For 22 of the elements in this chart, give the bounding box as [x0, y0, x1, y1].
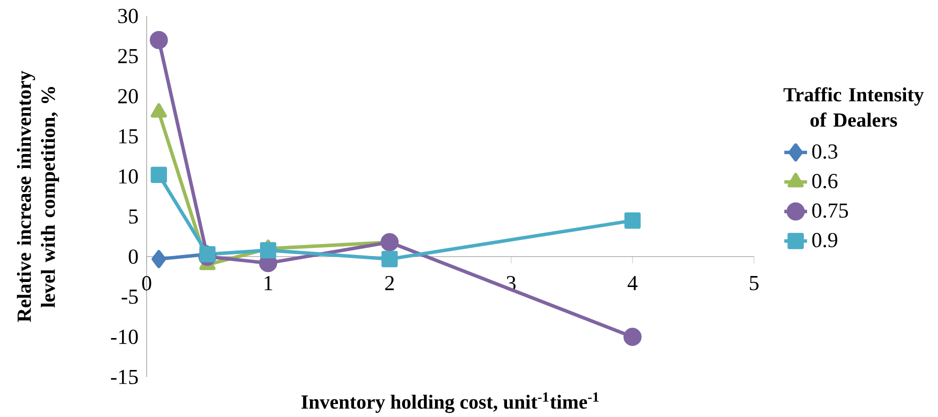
x-axis-title: Inventory holding cost, unit$^{-1}$time$^{-1}$	[301, 392, 598, 413]
x-tick-label: 1	[264, 276, 272, 290]
y-tick-label: -10	[110, 330, 138, 344]
x-tick-label: 5	[750, 276, 758, 290]
x-tick-label: 2	[385, 276, 394, 290]
y-tick-label: -5	[122, 290, 138, 304]
legend-label: 0.6	[812, 174, 838, 188]
x-tick-label: 4	[628, 276, 638, 290]
y-tick-label: 20	[118, 89, 138, 104]
y-tick-label: 5	[129, 209, 138, 224]
legend-title: Traffic Intensity of Dealers	[784, 87, 924, 127]
x-tick-label: 0	[142, 276, 152, 290]
legend-label: 0.3	[812, 144, 838, 159]
y-tick-label: -15	[110, 370, 138, 384]
legend-label: 0.75	[812, 203, 848, 218]
y-axis-title: Relative increase ininventory level with competition, %	[16, 70, 60, 322]
y-tick-label: 0	[128, 249, 138, 264]
y-tick-label: 10	[119, 169, 138, 184]
y-tick-label: 25	[118, 48, 138, 64]
y-tick-label: 15	[119, 129, 138, 144]
y-tick-label: 30	[118, 8, 138, 24]
legend-label: 0.9	[812, 232, 838, 248]
